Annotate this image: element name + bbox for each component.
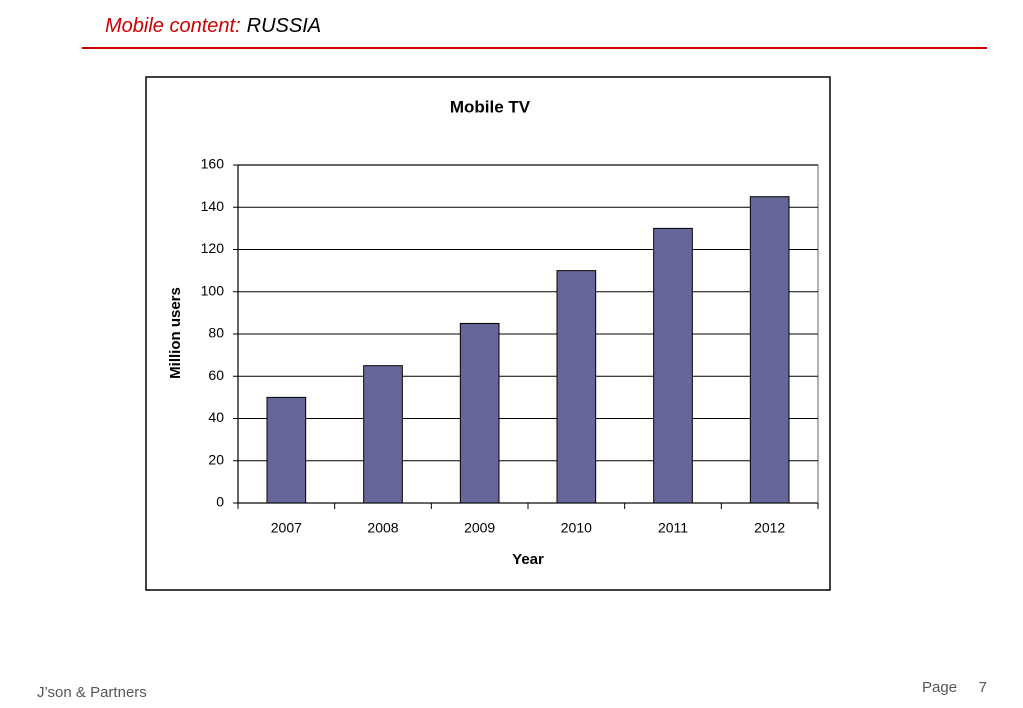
x-tick-label: 2008 (367, 520, 398, 536)
x-axis-label: Year (512, 551, 544, 568)
x-tick-label: 2007 (271, 520, 302, 536)
bar (653, 227, 693, 504)
bar (363, 365, 403, 504)
y-tick-label: 80 (208, 325, 224, 341)
y-tick-label: 20 (208, 451, 224, 467)
x-tick-label: 2011 (658, 520, 688, 536)
y-tick-label: 60 (208, 367, 224, 383)
chart-title: Mobile TV (450, 97, 531, 116)
x-tick-label: 2010 (561, 520, 592, 536)
page-number: 7 (979, 679, 987, 696)
y-tick-label: 140 (201, 198, 225, 214)
x-tick-label: 2009 (464, 520, 495, 536)
slide-title: Mobile content: RUSSIA (105, 15, 321, 37)
bar (556, 270, 597, 504)
y-tick-label: 120 (201, 240, 225, 256)
y-tick-label: 160 (201, 156, 225, 172)
title-text: Mobile content: (105, 15, 241, 37)
x-tick-label: 2012 (754, 520, 785, 536)
bar (459, 322, 500, 504)
bar (266, 396, 307, 504)
y-tick-label: 100 (201, 282, 225, 298)
y-tick-label: 0 (216, 494, 224, 510)
title-country: RUSSIA (247, 15, 321, 37)
page-label: Page (922, 679, 957, 696)
footer-company: J’son & Partners (37, 684, 147, 701)
y-axis-label: Million users (167, 287, 184, 379)
y-tick-label: 40 (208, 409, 224, 425)
bar (749, 196, 790, 504)
